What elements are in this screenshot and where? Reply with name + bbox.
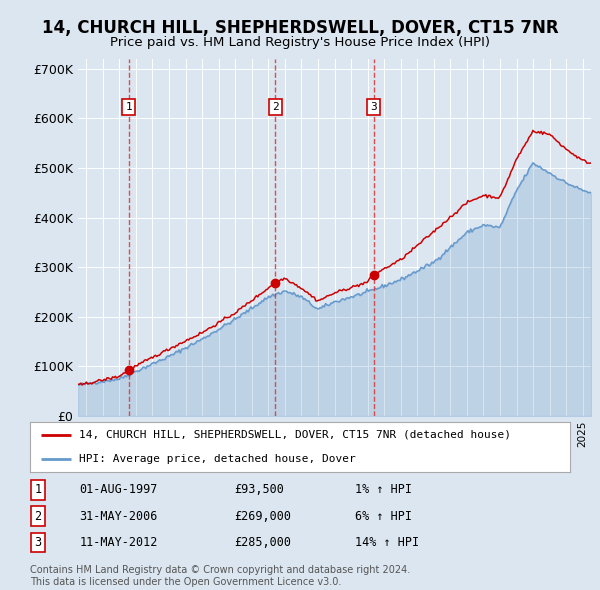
Text: 6% ↑ HPI: 6% ↑ HPI <box>355 510 412 523</box>
Text: 14, CHURCH HILL, SHEPHERDSWELL, DOVER, CT15 7NR (detached house): 14, CHURCH HILL, SHEPHERDSWELL, DOVER, C… <box>79 430 511 440</box>
Text: 31-MAY-2006: 31-MAY-2006 <box>79 510 158 523</box>
Text: £285,000: £285,000 <box>234 536 291 549</box>
Text: 14% ↑ HPI: 14% ↑ HPI <box>355 536 419 549</box>
Text: 2: 2 <box>272 102 278 112</box>
Text: HPI: Average price, detached house, Dover: HPI: Average price, detached house, Dove… <box>79 454 355 464</box>
Text: 1: 1 <box>34 483 41 496</box>
Text: 11-MAY-2012: 11-MAY-2012 <box>79 536 158 549</box>
Text: 1: 1 <box>125 102 133 112</box>
Text: £93,500: £93,500 <box>234 483 284 496</box>
Text: 01-AUG-1997: 01-AUG-1997 <box>79 483 158 496</box>
Text: Price paid vs. HM Land Registry's House Price Index (HPI): Price paid vs. HM Land Registry's House … <box>110 36 490 49</box>
Text: £269,000: £269,000 <box>234 510 291 523</box>
Text: 2: 2 <box>34 510 41 523</box>
Text: 1% ↑ HPI: 1% ↑ HPI <box>355 483 412 496</box>
Text: 14, CHURCH HILL, SHEPHERDSWELL, DOVER, CT15 7NR: 14, CHURCH HILL, SHEPHERDSWELL, DOVER, C… <box>41 19 559 37</box>
Text: 3: 3 <box>370 102 377 112</box>
Text: 3: 3 <box>34 536 41 549</box>
Text: Contains HM Land Registry data © Crown copyright and database right 2024.
This d: Contains HM Land Registry data © Crown c… <box>30 565 410 587</box>
